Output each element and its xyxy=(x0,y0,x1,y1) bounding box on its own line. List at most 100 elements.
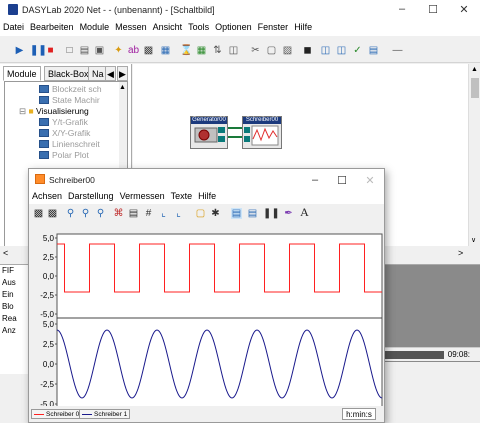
play-icon[interactable]: ▶ xyxy=(15,45,24,56)
save-icon[interactable]: ▣ xyxy=(94,45,105,56)
tab-black-box[interactable]: Black-Box xyxy=(44,66,93,81)
close-button[interactable]: ✕ xyxy=(459,4,469,16)
menu-darstellung[interactable]: Darstellung xyxy=(68,191,114,201)
generator-block-title: Generator00 xyxy=(191,117,227,124)
pause-icon[interactable]: ❚❚ xyxy=(30,45,47,56)
zoom-icon[interactable]: ⚲ xyxy=(66,208,75,219)
text-icon[interactable]: A xyxy=(300,205,309,219)
menu-tools[interactable]: Tools xyxy=(188,22,210,32)
legend-bar: Schreiber 0 Schreiber 1 h:min:s xyxy=(29,406,384,422)
minimize-button[interactable]: – xyxy=(311,174,319,186)
schreiber-title-bar: Schreiber00 – ☐ ✕ xyxy=(29,169,384,189)
module-icon xyxy=(39,129,49,137)
grid-icon[interactable]: ▦ xyxy=(196,45,207,56)
chevron-down-icon[interactable]: ∨ xyxy=(471,237,477,244)
tree-item-yt-grafik[interactable]: Y/t-Grafik xyxy=(39,117,88,127)
grid-icon[interactable]: # xyxy=(145,208,152,219)
chart-icon xyxy=(35,174,45,184)
menu-ansicht[interactable]: Ansicht xyxy=(152,22,183,32)
bars-icon[interactable]: ❚❚ xyxy=(263,208,280,219)
open-icon[interactable]: ▤ xyxy=(79,45,90,56)
display-icon[interactable]: ▩ xyxy=(33,208,44,219)
tree-scrollbar[interactable] xyxy=(119,82,127,250)
connect-icon[interactable]: ⇅ xyxy=(213,45,222,56)
title-bar: DASYLab 2020 Net - - (unbenannt) - [Scha… xyxy=(0,0,480,20)
chevron-up-icon[interactable]: ▲ xyxy=(119,84,126,91)
zoom-in-icon[interactable]: ⚲ xyxy=(81,208,90,219)
text-tool-icon[interactable]: ab xyxy=(128,45,140,56)
menu-hilfe[interactable]: Hilfe xyxy=(198,191,217,201)
menu-fenster[interactable]: Fenster xyxy=(257,22,289,32)
cut-icon[interactable]: ✂ xyxy=(251,45,260,56)
pen-icon[interactable]: ✒ xyxy=(284,208,293,219)
scroll-thumb[interactable] xyxy=(471,78,479,98)
minimize-button[interactable]: – xyxy=(398,3,406,15)
hourglass-icon[interactable]: ⌛ xyxy=(180,45,193,56)
stop-icon[interactable]: ■ xyxy=(47,45,54,56)
new-file-icon[interactable]: □ xyxy=(66,45,73,56)
menu-module[interactable]: Module xyxy=(79,22,110,32)
tree-item-state-machine[interactable]: State Machir xyxy=(39,95,100,105)
menu-achsen[interactable]: Achsen xyxy=(32,191,63,201)
chevron-left-icon[interactable]: < xyxy=(3,248,9,258)
close-button[interactable]: ✕ xyxy=(365,175,375,187)
tree-item-blockzeit[interactable]: Blockzeit sch xyxy=(39,84,102,94)
tab-scroll-left-icon[interactable]: ◀ xyxy=(105,66,116,81)
maximize-button[interactable]: ☐ xyxy=(428,4,438,16)
wand-icon[interactable]: ✦ xyxy=(114,45,123,56)
maximize-button[interactable]: ☐ xyxy=(337,175,347,187)
writer-block[interactable]: Schreiber00 xyxy=(242,116,282,149)
chevron-right-icon[interactable]: > xyxy=(458,248,464,258)
tree-item-visualisierung[interactable]: ⊟ ■ Visualisierung xyxy=(19,106,89,116)
check-icon[interactable]: ✓ xyxy=(353,45,362,56)
tree-item-polar-plot[interactable]: Polar Plot xyxy=(39,150,89,160)
tree-item-xy-grafik[interactable]: X/Y-Grafik xyxy=(39,128,90,138)
marker-icon[interactable]: ✱ xyxy=(211,208,220,219)
windows-icon[interactable]: ◫ xyxy=(336,45,347,56)
menu-vermessen[interactable]: Vermessen xyxy=(119,191,165,201)
menu-messen[interactable]: Messen xyxy=(115,22,147,32)
time-unit: h:min:s xyxy=(342,408,376,420)
legend-item-schreiber-0[interactable]: Schreiber 0 xyxy=(31,409,83,419)
chevron-up-icon[interactable]: ▲ xyxy=(471,66,478,73)
legend-item-schreiber-1[interactable]: Schreiber 1 xyxy=(79,409,131,419)
zoom-out-icon[interactable]: ⚲ xyxy=(96,208,105,219)
menu-texte[interactable]: Texte xyxy=(170,191,193,201)
tab-na[interactable]: Na xyxy=(88,66,108,81)
property-label: Rea xyxy=(2,314,17,323)
property-label: Aus xyxy=(2,278,16,287)
tree-item-linienschreiber[interactable]: Linienschreit xyxy=(39,139,100,149)
display2-icon[interactable]: ▩ xyxy=(47,208,58,219)
connection-wire-0[interactable] xyxy=(228,127,242,129)
window-icon[interactable]: ◫ xyxy=(320,45,331,56)
menu-datei[interactable]: Datei xyxy=(3,22,25,32)
tab-module[interactable]: Module xyxy=(3,66,41,81)
schreiber-window: Schreiber00 – ☐ ✕ Achsen Darstellung Verme… xyxy=(28,168,385,423)
table-icon[interactable]: ▦ xyxy=(160,45,171,56)
folder-icon: ■ xyxy=(28,106,36,116)
menu-optionen[interactable]: Optionen xyxy=(215,22,252,32)
print-icon[interactable]: ▤ xyxy=(128,208,139,219)
tab-scroll-right-icon[interactable]: ▶ xyxy=(117,66,128,81)
layout-icon[interactable]: ▩ xyxy=(143,45,154,56)
color-icon[interactable]: ▢ xyxy=(195,208,206,219)
menu-hilfe[interactable]: Hilfe xyxy=(294,22,313,32)
canvas-vertical-scrollbar[interactable]: ▲ ∨ xyxy=(468,64,480,264)
schreiber-title: Schreiber00 xyxy=(49,175,95,185)
export-icon[interactable]: ▤ xyxy=(368,45,379,56)
module-icon[interactable]: ◫ xyxy=(228,45,239,56)
generator-block[interactable]: Generator00 xyxy=(190,116,228,149)
copy-icon[interactable]: ▢ xyxy=(266,45,277,56)
paste-icon[interactable]: ▨ xyxy=(282,45,293,56)
cursor-icon[interactable]: ⌘ xyxy=(113,208,124,219)
black-box-icon[interactable]: ◼ xyxy=(303,45,312,56)
connection-wire-1[interactable] xyxy=(228,136,242,138)
axis2-icon[interactable]: ⌞ xyxy=(176,208,181,219)
view2-icon[interactable]: ▤ xyxy=(247,208,258,219)
axis-icon[interactable]: ⌞ xyxy=(161,208,166,219)
app-icon xyxy=(8,4,18,15)
view-icon[interactable]: ▤ xyxy=(231,208,242,219)
plot-area[interactable]: 5,02,50,0-2,5-5,0 5,02,50,0-2,5-5,0 07:3… xyxy=(29,224,384,422)
property-label: FIF xyxy=(2,266,14,275)
menu-bearbeiten[interactable]: Bearbeiten xyxy=(30,22,74,32)
